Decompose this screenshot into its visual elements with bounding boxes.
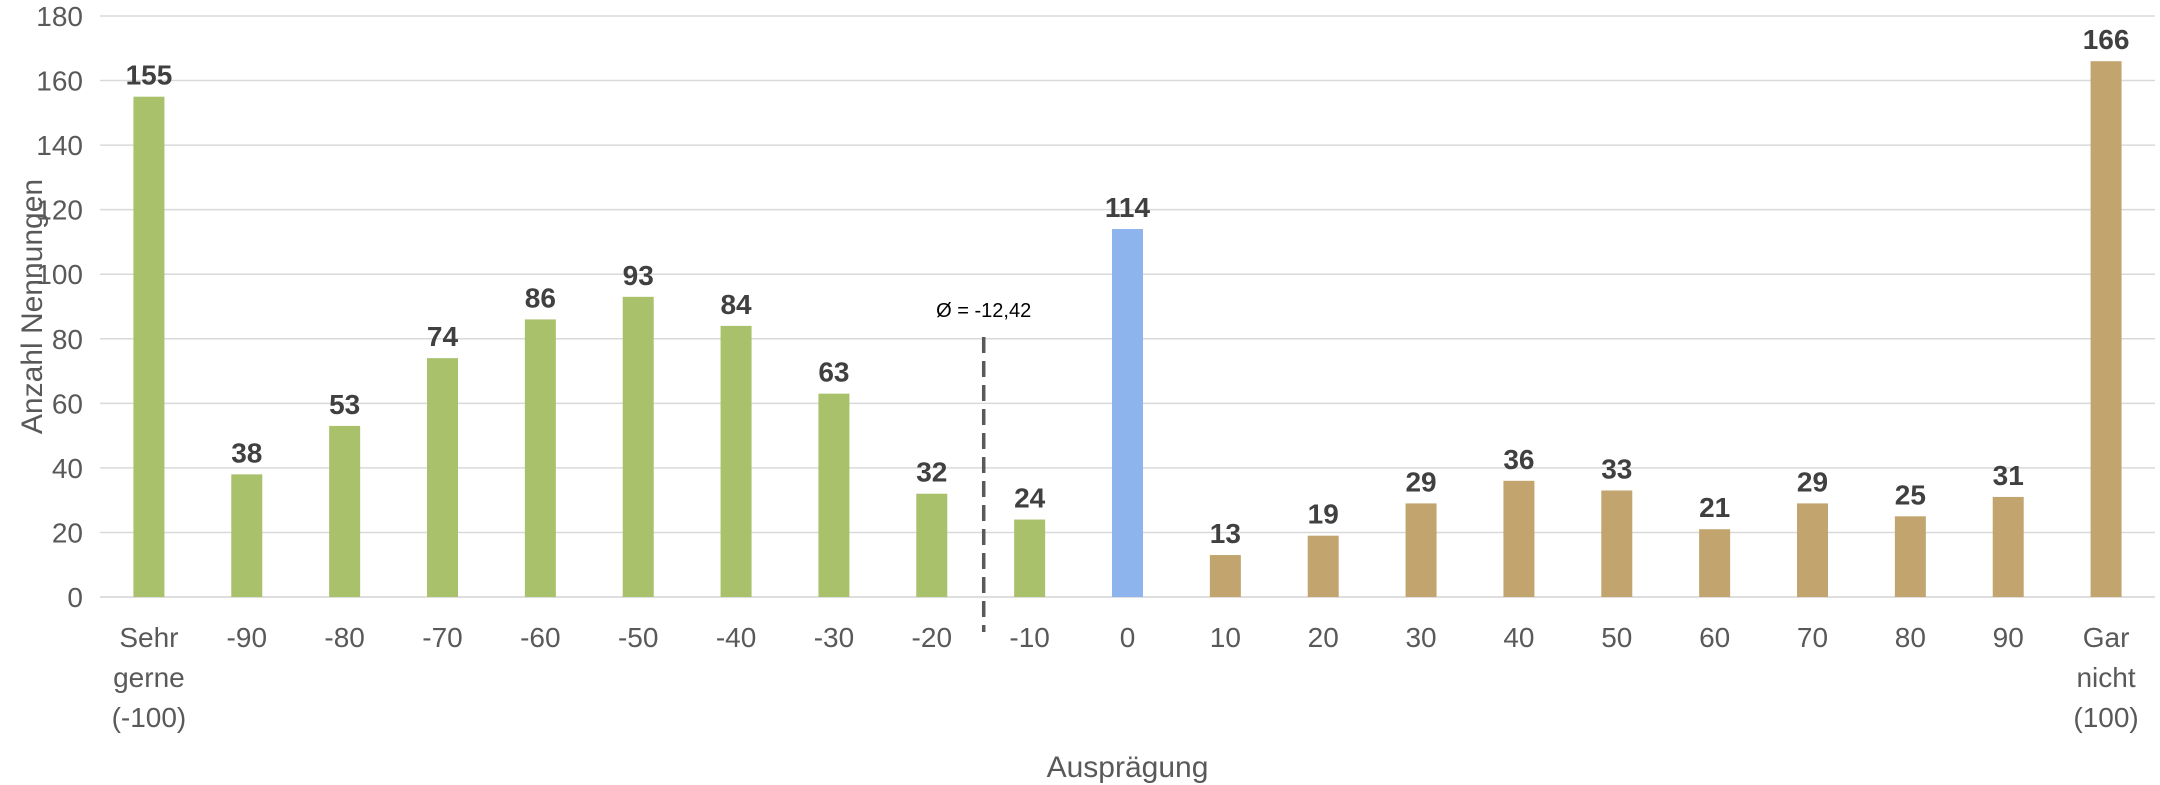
x-tick-label: -70 bbox=[422, 622, 462, 653]
data-label: 21 bbox=[1699, 492, 1730, 523]
bar bbox=[818, 393, 850, 597]
y-tick-label: 80 bbox=[52, 324, 83, 355]
y-tick-label: 60 bbox=[52, 388, 83, 419]
bar bbox=[1601, 490, 1633, 597]
x-axis-ticks: Sehr gerne (-100) -90 -80 -70 -60 -50 -40 -30 -20 -… bbox=[112, 622, 2139, 733]
x-tick-label: -50 bbox=[618, 622, 658, 653]
bar bbox=[1699, 529, 1731, 597]
data-labels: 155 38 53 74 86 93 84 63 32 24 114 13 19 29 36 33 21 29 25… bbox=[126, 24, 2130, 549]
data-label: 29 bbox=[1405, 466, 1436, 497]
bar bbox=[720, 325, 752, 597]
mean-label: Ø = -12,42 bbox=[936, 300, 1031, 322]
x-tick-label: -40 bbox=[716, 622, 756, 653]
data-label: 25 bbox=[1895, 479, 1926, 510]
x-tick-label: 80 bbox=[1895, 622, 1926, 653]
x-tick-label: -30 bbox=[814, 622, 854, 653]
x-tick-label: 60 bbox=[1699, 622, 1730, 653]
bar bbox=[1209, 555, 1241, 597]
mean-marker: Ø = -12,42 bbox=[936, 300, 1031, 632]
bar bbox=[1307, 535, 1339, 597]
x-tick-label: 20 bbox=[1308, 622, 1339, 653]
y-tick-label: 120 bbox=[36, 195, 83, 226]
y-tick-label: 100 bbox=[36, 259, 83, 290]
data-label: 36 bbox=[1503, 444, 1534, 475]
x-tick-label: -60 bbox=[520, 622, 560, 653]
bar bbox=[2090, 61, 2122, 597]
x-tick-label: -20 bbox=[912, 622, 952, 653]
data-label: 166 bbox=[2083, 24, 2130, 55]
y-tick-label: 0 bbox=[67, 582, 83, 613]
data-label: 74 bbox=[427, 321, 459, 352]
data-label: 29 bbox=[1797, 466, 1828, 497]
y-axis-title: Anzahl Nennungen bbox=[16, 179, 49, 434]
x-tick-label: 30 bbox=[1405, 622, 1436, 653]
data-label: 38 bbox=[231, 437, 262, 468]
x-tick-label: -80 bbox=[324, 622, 364, 653]
data-label: 84 bbox=[720, 289, 752, 320]
bar bbox=[1503, 480, 1535, 597]
data-label: 114 bbox=[1105, 192, 1151, 223]
bar bbox=[133, 96, 165, 597]
bar bbox=[1014, 519, 1046, 597]
y-tick-label: 140 bbox=[36, 130, 83, 161]
bar bbox=[1992, 496, 2024, 597]
y-axis-ticks: 0 20 40 60 80 100 120 140 160 180 bbox=[36, 1, 83, 613]
x-axis-title: Ausprägung bbox=[1047, 751, 1209, 784]
bar bbox=[231, 474, 263, 597]
bar bbox=[1797, 503, 1828, 597]
x-tick-label: 40 bbox=[1503, 622, 1534, 653]
data-label: 63 bbox=[818, 357, 849, 388]
data-label: 155 bbox=[126, 60, 173, 91]
bars bbox=[133, 61, 2122, 598]
data-label: 13 bbox=[1210, 518, 1241, 549]
y-tick-label: 40 bbox=[52, 453, 83, 484]
bar bbox=[427, 358, 458, 597]
data-label: 19 bbox=[1308, 499, 1339, 530]
bar bbox=[916, 493, 948, 597]
bar bbox=[622, 296, 654, 597]
x-tick-label: Sehr gerne (-100) bbox=[112, 622, 187, 733]
data-label: 86 bbox=[525, 282, 556, 313]
bar bbox=[1894, 516, 1926, 597]
data-label: 33 bbox=[1601, 453, 1632, 484]
x-tick-label: 90 bbox=[1993, 622, 2024, 653]
y-tick-label: 160 bbox=[36, 66, 83, 97]
bar bbox=[1112, 229, 1143, 598]
x-tick-label: Gar nicht (100) bbox=[2073, 622, 2138, 733]
bar bbox=[1405, 503, 1437, 597]
x-tick-label: 10 bbox=[1210, 622, 1241, 653]
data-label: 32 bbox=[916, 457, 947, 488]
x-tick-label: -90 bbox=[227, 622, 267, 653]
x-tick-label: 70 bbox=[1797, 622, 1828, 653]
bar bbox=[329, 425, 361, 597]
x-tick-label: 0 bbox=[1120, 622, 1136, 653]
bar bbox=[524, 319, 556, 597]
data-label: 31 bbox=[1993, 460, 2024, 491]
data-label: 93 bbox=[623, 260, 654, 291]
data-label: 53 bbox=[329, 389, 360, 420]
y-tick-label: 180 bbox=[36, 1, 83, 32]
x-tick-label: 50 bbox=[1601, 622, 1632, 653]
data-label: 24 bbox=[1014, 483, 1046, 514]
y-tick-label: 20 bbox=[52, 517, 83, 548]
x-tick-label: -10 bbox=[1009, 622, 1049, 653]
